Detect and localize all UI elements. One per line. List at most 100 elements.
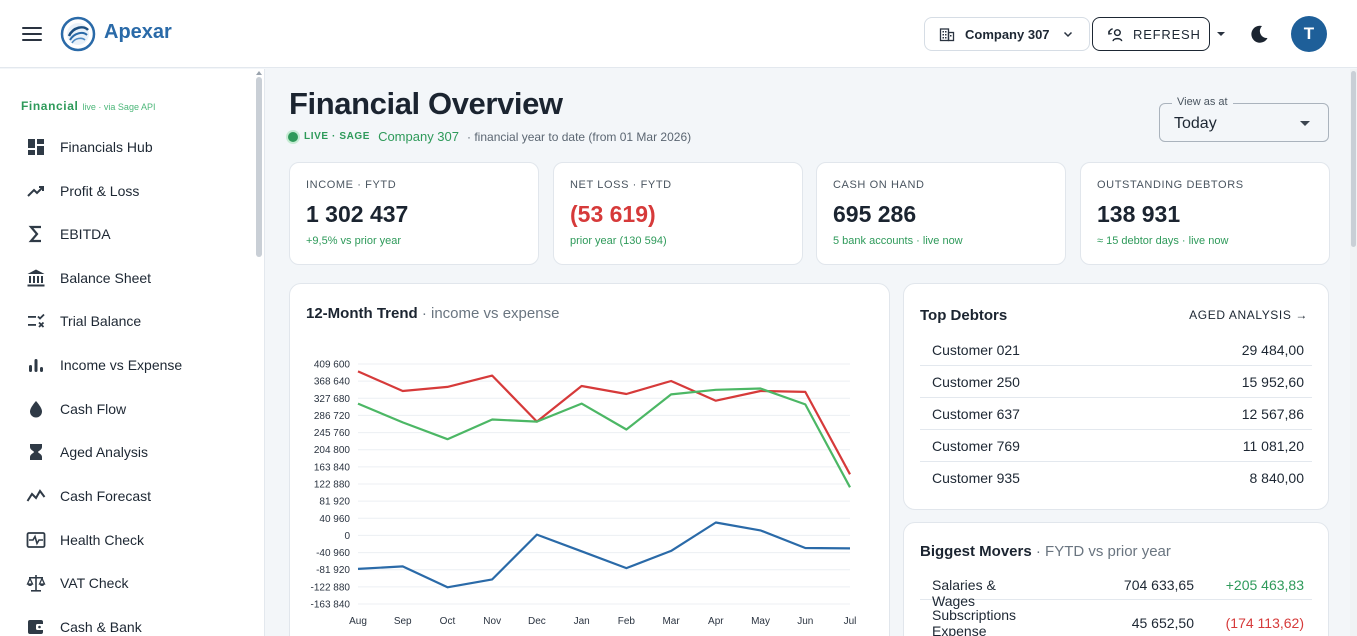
- aged-analysis-link[interactable]: AGED ANALYSIS →: [1189, 308, 1308, 322]
- sidebar-item-vat-check[interactable]: VAT Check: [0, 563, 255, 603]
- x-tick-label: Mar: [662, 616, 680, 627]
- sidebar-section-title: Financial live · via Sage API: [21, 99, 155, 113]
- sidebar-item-cash-flow[interactable]: Cash Flow: [0, 389, 255, 429]
- pulse-icon: [26, 532, 46, 548]
- kpi-note: prior year (130 594): [570, 235, 667, 247]
- kpi-note: +9,5% vs prior year: [306, 235, 402, 247]
- y-tick-label: 122 880: [314, 480, 351, 491]
- table-row[interactable]: Customer 021 29 484,00: [920, 334, 1312, 366]
- debtor-name: Customer 769: [932, 438, 1020, 454]
- x-tick-label: Apr: [708, 616, 724, 627]
- sidebar-section-label: Financial: [21, 99, 79, 113]
- debtor-amount: 29 484,00: [1241, 342, 1304, 358]
- series-line-1: [357, 387, 851, 488]
- top-app-bar: Apexar Company 307 REFRESH T: [0, 0, 1357, 68]
- mover-delta: (174 113,62): [1225, 615, 1304, 631]
- kpi-note: ≈ 15 debtor days · live now: [1097, 235, 1229, 247]
- x-tick-label: Nov: [483, 616, 501, 627]
- sidebar-item-aged-analysis[interactable]: Aged Analysis: [0, 432, 255, 472]
- sidebar-item-label: Health Check: [60, 532, 145, 548]
- biggest-movers-title: Biggest Movers · FYTD vs prior year: [920, 543, 1171, 560]
- dashboard-icon: [28, 139, 44, 155]
- view-as-at-label: View as at: [1172, 96, 1233, 108]
- table-row[interactable]: Subscriptions Expense 45 652,50 (174 113,6…: [920, 600, 1312, 636]
- debtor-name: Customer 021: [932, 342, 1020, 358]
- table-row[interactable]: Customer 935 8 840,00: [920, 462, 1312, 494]
- page-title: Financial Overview: [289, 86, 563, 121]
- y-tick-label: 204 800: [314, 445, 351, 456]
- live-status-dot: [288, 131, 298, 142]
- chevron-down-icon: [1063, 31, 1072, 38]
- y-tick-label: 286 720: [314, 411, 351, 422]
- dark-mode-moon-icon[interactable]: [1248, 23, 1270, 45]
- sidebar-item-label: Trial Balance: [60, 313, 142, 329]
- sidebar-scroll-up-arrow[interactable]: [256, 71, 262, 75]
- debtor-amount: 8 840,00: [1249, 470, 1305, 486]
- sidebar-item-cash-forecast[interactable]: Cash Forecast: [0, 476, 255, 516]
- kpi-card-net-loss: NET LOSS · FYTD (53 619) prior year (130…: [553, 162, 803, 265]
- refresh-label: REFRESH: [1133, 26, 1201, 42]
- sidebar: Financial live · via Sage API Financials …: [0, 69, 265, 636]
- refresh-button[interactable]: REFRESH: [1092, 17, 1210, 51]
- page-scrollbar-thumb[interactable]: [1351, 71, 1356, 247]
- brand-name: Apexar: [104, 21, 172, 43]
- series-line-2: [357, 521, 851, 589]
- live-sage-tag: LIVE · SAGE: [304, 131, 371, 142]
- x-tick-label: Sep: [394, 616, 412, 627]
- sidebar-item-profit-loss[interactable]: Profit & Loss: [0, 171, 255, 211]
- trend-chart-card: 12-Month Trend · income vs expense 409 6…: [289, 283, 890, 636]
- sidebar-item-label: Profit & Loss: [60, 183, 140, 199]
- trend-chart-title: 12-Month Trend · income vs expense: [306, 305, 559, 322]
- y-tick-label: -81 920: [316, 565, 350, 576]
- sidebar-item-balance-sheet[interactable]: Balance Sheet: [0, 258, 255, 298]
- sidebar-item-income-vs-expense[interactable]: Income vs Expense: [0, 345, 255, 385]
- sidebar-scrollbar[interactable]: [256, 77, 262, 257]
- hourglass-icon: [30, 444, 42, 460]
- water-drop-icon: [30, 401, 42, 418]
- debtors-table: Customer 021 29 484,00 Customer 250 15 952…: [920, 334, 1312, 494]
- sidebar-item-trial-balance[interactable]: Trial Balance: [0, 301, 255, 341]
- refresh-options-caret-icon[interactable]: [1214, 28, 1228, 40]
- kpi-label: NET LOSS · FYTD: [570, 179, 672, 191]
- table-row[interactable]: Customer 637 12 567,86: [920, 398, 1312, 430]
- debtor-amount: 15 952,60: [1241, 374, 1304, 390]
- y-tick-label: 368 640: [314, 377, 351, 388]
- user-avatar[interactable]: T: [1291, 16, 1327, 52]
- x-tick-label: Dec: [528, 616, 546, 627]
- sidebar-item-label: Balance Sheet: [60, 270, 152, 286]
- sidebar-section-note: live · via Sage API: [82, 102, 156, 112]
- company-select[interactable]: Company 307: [924, 17, 1090, 51]
- trend-subtitle-text: · income vs expense: [421, 305, 560, 322]
- kpi-value: 138 931: [1097, 201, 1181, 227]
- sidebar-item-ebitda[interactable]: EBITDA: [0, 214, 255, 254]
- page-scrollbar[interactable]: [1350, 69, 1357, 636]
- sidebar-item-cash-bank[interactable]: Cash & Bank: [0, 607, 255, 636]
- y-tick-label: 327 680: [314, 394, 351, 405]
- series-line-0: [357, 370, 851, 475]
- movers-subtitle-text: · FYTD vs prior year: [1035, 543, 1171, 560]
- sidebar-item-label: Aged Analysis: [60, 444, 148, 460]
- top-debtors-title: Top Debtors: [920, 307, 1008, 324]
- kpi-card-outstanding-debtors: OUTSTANDING DEBTORS 138 931 ≈ 15 debtor …: [1080, 162, 1330, 265]
- view-as-at-select[interactable]: View as at Today: [1159, 96, 1329, 142]
- sidebar-item-label: Cash & Bank: [60, 619, 142, 635]
- mover-value: 45 652,50: [1131, 615, 1194, 631]
- x-tick-label: Feb: [618, 616, 636, 627]
- sidebar-item-financials-hub[interactable]: Financials Hub: [0, 127, 255, 167]
- biggest-movers-card: Biggest Movers · FYTD vs prior year Sala…: [903, 522, 1329, 636]
- sigma-icon: [28, 225, 41, 243]
- mover-delta: +205 463,83: [1225, 577, 1304, 593]
- sidebar-item-label: Income vs Expense: [60, 357, 183, 373]
- table-row[interactable]: Salaries & Wages 704 633,65 +205 463,83: [920, 569, 1312, 609]
- debtor-amount: 12 567,86: [1241, 406, 1304, 422]
- sidebar-item-health-check[interactable]: Health Check: [0, 520, 255, 560]
- x-tick-label: Jan: [574, 616, 590, 627]
- menu-icon[interactable]: [22, 24, 42, 44]
- debtor-name: Customer 935: [932, 470, 1020, 486]
- table-row[interactable]: Customer 250 15 952,60: [920, 366, 1312, 398]
- top-debtors-card: Top Debtors AGED ANALYSIS → Customer 021…: [903, 283, 1329, 510]
- subtitle-company: Company 307: [378, 129, 460, 144]
- mover-value: 704 633,65: [1123, 577, 1194, 593]
- table-row[interactable]: Customer 769 11 081,20: [920, 430, 1312, 462]
- trend-title-text: 12-Month Trend: [306, 305, 418, 322]
